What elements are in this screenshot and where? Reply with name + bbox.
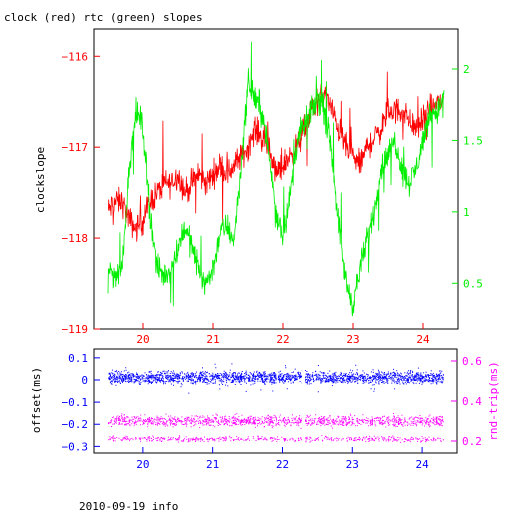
offset-tick-label: −0.2 <box>62 418 89 431</box>
rndtrip-axis-title: rnd-trip(ms) <box>487 361 500 440</box>
offset-series-points <box>108 363 444 394</box>
x-tick-label: 20 <box>136 333 149 346</box>
x-tick-label: 24 <box>416 333 430 346</box>
x-tick-label: 20 <box>136 458 149 471</box>
offset-axes: 20 21 22 23 24 0.1 0 −0.1 −0.2 −0.3 0.6 0.4 0.2 <box>62 352 483 471</box>
y-tick-label: −118 <box>62 232 89 245</box>
offset-axis-title: offset(ms) <box>30 367 43 433</box>
y-tick-label: −116 <box>62 50 89 63</box>
offset-data <box>108 351 444 451</box>
clock-series-line <box>107 71 445 242</box>
x-tick-label: 24 <box>415 458 429 471</box>
x-tick-label: 22 <box>276 333 289 346</box>
y-tick-label: −119 <box>62 323 89 336</box>
y2-tick-label: 2 <box>463 63 470 76</box>
offset-tick-label: −0.3 <box>62 440 89 453</box>
rndtrip-tick-label: 0.2 <box>462 435 482 448</box>
rtc-series-line <box>107 41 445 317</box>
x-tick-label: 23 <box>346 333 359 346</box>
offset-tick-label: 0 <box>81 374 88 387</box>
rndtrip-tick-label: 0.6 <box>462 355 482 368</box>
slope-plot-frame <box>93 28 459 330</box>
y-tick-label: −117 <box>62 141 89 154</box>
x-tick-label: 21 <box>206 458 219 471</box>
y-axis-title: clockslope <box>34 147 47 213</box>
offset-tick-label: 0.1 <box>68 352 88 365</box>
offset-plot: 20 21 22 23 24 0.1 0 −0.1 −0.2 −0.3 0.6 0.4 0.2 offs… <box>30 348 500 471</box>
slope-axes: 20 21 22 23 24 −119 −118 −117 −116 0.5 1 1.5 2 <box>62 50 483 346</box>
y2-tick-label: 0.5 <box>463 277 483 290</box>
slope-data <box>107 41 445 317</box>
x-tick-label: 23 <box>346 458 359 471</box>
slope-plot: 20 21 22 23 24 −119 −118 −117 −116 0.5 1 1.5 2 clock… <box>34 28 483 346</box>
figure-title: clock (red) rtc (green) slopes <box>4 11 203 24</box>
x-tick-label: 22 <box>276 458 289 471</box>
rndtrip-tick-label: 0.4 <box>462 395 482 408</box>
footer-label: 2010-09-19 info <box>79 500 178 512</box>
y2-tick-label: 1 <box>463 206 470 219</box>
x-tick-label: 21 <box>206 333 219 346</box>
data-gap <box>302 351 306 451</box>
rnd-trip-series-points <box>108 412 444 443</box>
y2-tick-label: 1.5 <box>463 134 483 147</box>
offset-tick-label: −0.1 <box>62 396 89 409</box>
